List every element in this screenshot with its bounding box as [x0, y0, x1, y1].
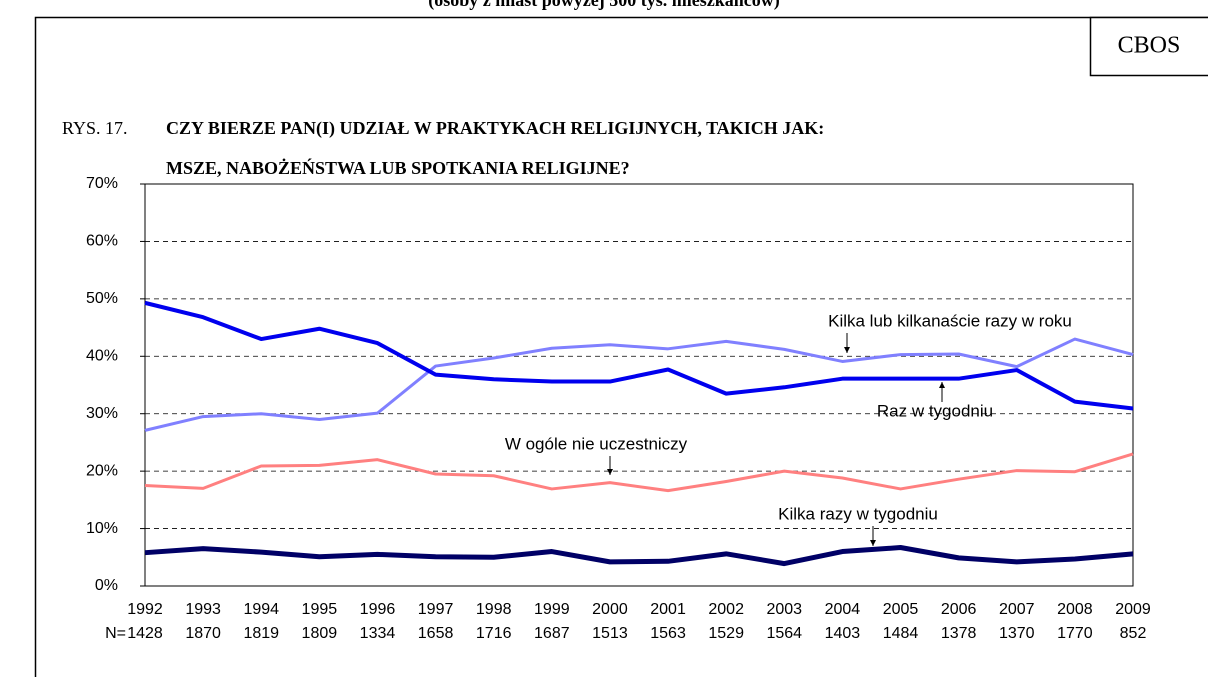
- x-tick-label: 1994: [243, 601, 279, 618]
- n-label: 1370: [999, 625, 1035, 642]
- n-label: 1529: [708, 625, 744, 642]
- n-label: 1716: [476, 625, 512, 642]
- x-tick-label: 1992: [127, 601, 163, 618]
- source-box: [1089, 16, 1208, 77]
- n-label: 1564: [766, 625, 802, 642]
- series-label: Kilka razy w tygodniu: [778, 504, 938, 523]
- x-tick-label: 1996: [360, 601, 396, 618]
- n-label: 1687: [534, 625, 570, 642]
- y-tick-label: 10%: [86, 520, 118, 537]
- y-tick-label: 30%: [86, 405, 118, 422]
- x-tick-label: 1997: [418, 601, 454, 618]
- figure-label: RYS. 17.: [62, 118, 128, 138]
- series-line: [144, 452, 1134, 493]
- title: CZY BIERZE PAN(I) UDZIAŁ W PRAKTYKACH RE…: [166, 118, 824, 139]
- x-tick-label: 2002: [708, 601, 744, 618]
- n-label: 1809: [302, 625, 338, 642]
- n-label: 852: [1120, 625, 1147, 642]
- n-prefix: N=: [105, 625, 126, 642]
- x-tick-label: 2001: [650, 601, 686, 618]
- series-label: Raz w tygodniu: [877, 401, 993, 420]
- x-tick-label: 2004: [825, 601, 861, 618]
- n-label: 1563: [650, 625, 686, 642]
- x-tick-label: 1999: [534, 601, 570, 618]
- n-label: 1513: [592, 625, 628, 642]
- y-tick-label: 70%: [86, 175, 118, 192]
- n-label: 1870: [185, 625, 221, 642]
- n-label: 1819: [243, 625, 279, 642]
- x-tick-label: 2008: [1057, 601, 1093, 618]
- plot-frame: [144, 183, 1134, 587]
- y-tick-label: 50%: [86, 290, 118, 307]
- n-label: 1403: [825, 625, 861, 642]
- x-tick-label: 1993: [185, 601, 221, 618]
- n-label: 1770: [1057, 625, 1093, 642]
- arrow-head: [844, 347, 850, 353]
- x-tick-label: 2000: [592, 601, 628, 618]
- y-tick-label: 60%: [86, 233, 118, 250]
- x-tick-label: 2007: [999, 601, 1035, 618]
- x-tick-label: 2006: [941, 601, 977, 618]
- x-tick-label: 2009: [1115, 601, 1151, 618]
- series-line: [144, 545, 1134, 567]
- y-tick-label: 0%: [95, 577, 118, 594]
- frame: [34, 16, 1208, 677]
- x-tick-label: 1998: [476, 601, 512, 618]
- series-label: W ogóle nie uczestniczy: [505, 434, 688, 453]
- n-label: 1658: [418, 625, 454, 642]
- arrow-head: [870, 540, 876, 546]
- series-line: [144, 300, 1134, 411]
- series-label: Kilka lub kilkanaście razy w roku: [828, 311, 1072, 330]
- n-label: 1428: [127, 625, 163, 642]
- n-label: 1334: [360, 625, 396, 642]
- x-tick-label: 2005: [883, 601, 919, 618]
- x-tick-label: 2003: [766, 601, 802, 618]
- source: CBOS: [1118, 33, 1181, 59]
- x-tick-label: 1995: [302, 601, 338, 618]
- series-line: [144, 337, 1134, 432]
- n-label: 1378: [941, 625, 977, 642]
- y-tick-label: 40%: [86, 348, 118, 365]
- arrow-head: [607, 469, 613, 475]
- y-tick-label: 20%: [86, 462, 118, 479]
- title: MSZE, NABOŻEŃSTWA LUB SPOTKANIA RELIGIJN…: [166, 157, 630, 178]
- n-label: 1484: [883, 625, 919, 642]
- arrow-head: [939, 382, 945, 388]
- subtitle: (osoby z miast powyżej 500 tys. mieszkań…: [428, 0, 779, 11]
